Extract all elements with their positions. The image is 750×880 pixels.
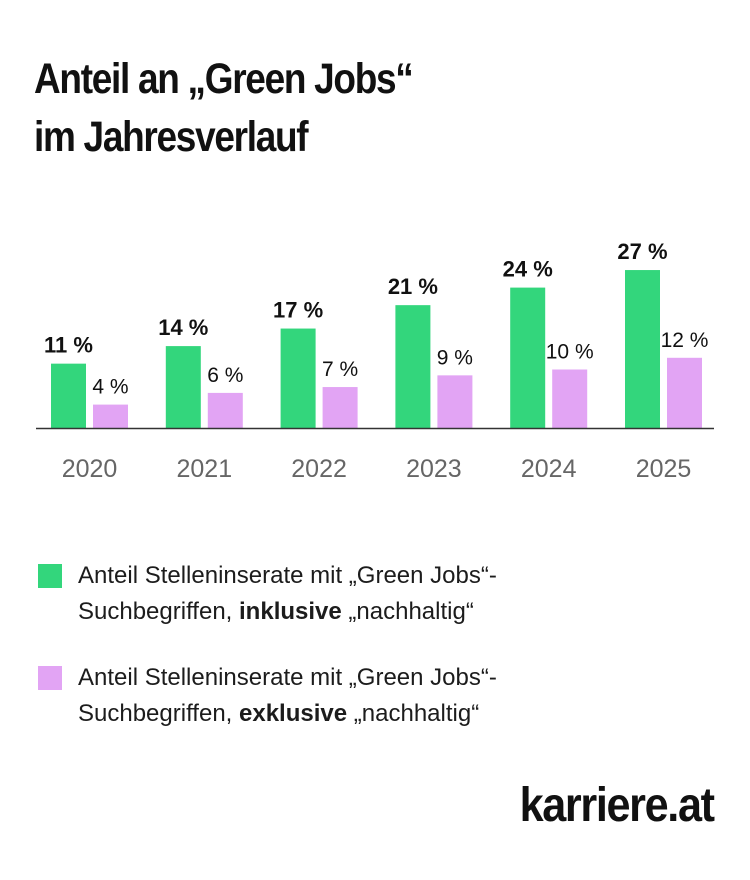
legend-label-exclusive-prefix: Suchbegriffen, xyxy=(78,700,240,727)
bar-2020-series-1 xyxy=(51,363,86,428)
legend-label-exclusive-line1: Anteil Stelleninserate mit „Green Jobs“- xyxy=(78,664,497,691)
bar-2024-series-2 xyxy=(552,369,588,428)
legend-swatch-inclusive xyxy=(38,564,62,588)
legend-label-exclusive: Anteil Stelleninserate mit „Green Jobs“-… xyxy=(78,660,678,732)
data-label-2022-series-1: 17 % xyxy=(273,298,323,323)
bar-2023-series-2 xyxy=(437,375,473,428)
legend-label-exclusive-suffix: „nachhaltig“ xyxy=(347,700,480,727)
data-label-2024-series-1: 24 % xyxy=(503,257,553,282)
legend-swatch-exclusive xyxy=(38,666,62,690)
chart-title-line1: Anteil an „Green Jobs“ xyxy=(34,55,414,103)
x-tick-label-2023: 2023 xyxy=(406,455,462,483)
bar-2020-series-2 xyxy=(93,404,128,428)
bar-2021-series-2 xyxy=(207,392,243,428)
legend-label-inclusive-prefix: Suchbegriffen, xyxy=(78,598,240,625)
x-tick-label-2020: 2020 xyxy=(62,455,118,483)
bar-2022-series-1 xyxy=(280,328,316,428)
data-label-2025-series-2: 12 % xyxy=(661,329,709,352)
data-label-2020-series-1: 11 % xyxy=(44,333,93,358)
karriere-logo: karriere.at xyxy=(519,779,715,832)
legend-label-inclusive: Anteil Stelleninserate mit „Green Jobs“-… xyxy=(78,558,678,630)
legend-label-inclusive-line1: Anteil Stelleninserate mit „Green Jobs“- xyxy=(78,562,497,589)
data-label-2020-series-2: 4 % xyxy=(92,376,128,399)
x-tick-label-2024: 2024 xyxy=(521,455,577,483)
bar-2021-series-1 xyxy=(165,346,201,428)
bar-2022-series-2 xyxy=(322,387,358,428)
bar-2025-series-1 xyxy=(625,270,660,428)
chart-title-line2: im Jahresverlauf xyxy=(34,113,309,161)
legend-label-inclusive-suffix: „nachhaltig“ xyxy=(341,598,474,625)
data-label-2021-series-1: 14 % xyxy=(158,315,208,340)
x-tick-label-2022: 2022 xyxy=(291,455,347,483)
bar-2025-series-2 xyxy=(667,357,702,428)
legend-label-exclusive-keyword: exklusive xyxy=(239,700,348,727)
data-label-2023-series-2: 9 % xyxy=(437,346,473,369)
data-label-2023-series-1: 21 % xyxy=(388,274,438,299)
bar-2023-series-1 xyxy=(395,305,431,428)
bar-chart: 11 % 4 % 2020 14 % 6 % 2021 17 % 7 % 2022 21 % 9 %… xyxy=(36,239,714,483)
x-tick-label-2025: 2025 xyxy=(636,455,692,483)
data-label-2022-series-2: 7 % xyxy=(322,358,358,381)
data-label-2025-series-1: 27 % xyxy=(617,239,667,264)
legend-label-inclusive-keyword: inklusive xyxy=(239,598,342,625)
chart-title: Anteil an „Green Jobs“ im Jahresverlauf xyxy=(34,50,414,166)
x-tick-label-2021: 2021 xyxy=(176,455,232,483)
data-label-2021-series-2: 6 % xyxy=(207,364,243,387)
bar-2024-series-1 xyxy=(510,287,546,428)
data-label-2024-series-2: 10 % xyxy=(546,341,594,364)
